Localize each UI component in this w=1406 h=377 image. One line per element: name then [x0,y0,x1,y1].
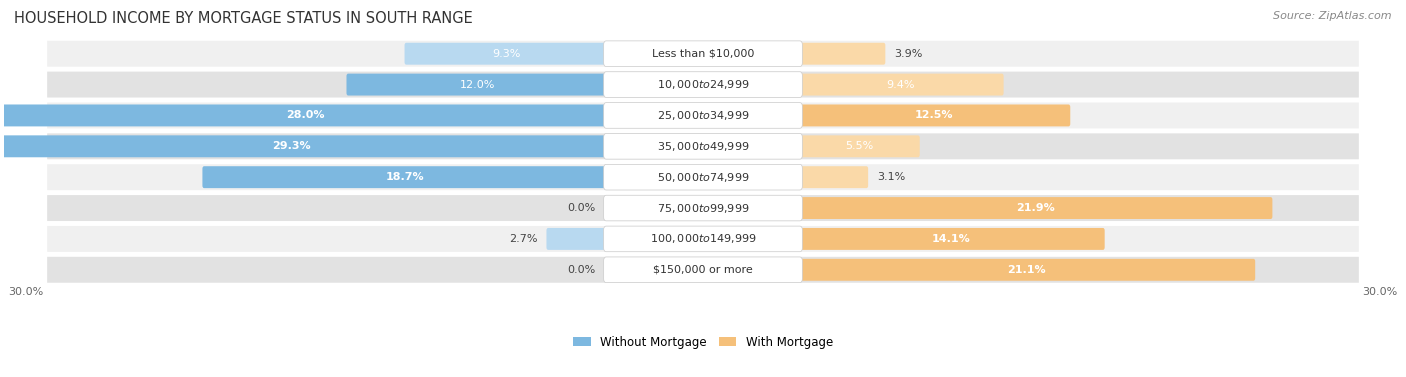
Text: 0.0%: 0.0% [567,203,596,213]
Text: 3.1%: 3.1% [877,172,905,182]
FancyBboxPatch shape [48,257,1358,283]
FancyBboxPatch shape [48,133,1358,159]
Text: $50,000 to $74,999: $50,000 to $74,999 [657,171,749,184]
Text: Source: ZipAtlas.com: Source: ZipAtlas.com [1274,11,1392,21]
Text: $10,000 to $24,999: $10,000 to $24,999 [657,78,749,91]
Text: $35,000 to $49,999: $35,000 to $49,999 [657,140,749,153]
FancyBboxPatch shape [799,104,1070,126]
FancyBboxPatch shape [0,135,607,157]
Text: 30.0%: 30.0% [1362,287,1398,297]
FancyBboxPatch shape [547,228,607,250]
Text: 28.0%: 28.0% [285,110,325,120]
FancyBboxPatch shape [799,228,1105,250]
FancyBboxPatch shape [605,259,607,281]
FancyBboxPatch shape [603,164,803,190]
FancyBboxPatch shape [603,72,803,97]
Text: $150,000 or more: $150,000 or more [654,265,752,275]
Text: 0.0%: 0.0% [567,265,596,275]
Text: 12.0%: 12.0% [460,80,495,90]
Text: 29.3%: 29.3% [271,141,311,151]
FancyBboxPatch shape [48,164,1358,190]
FancyBboxPatch shape [603,226,803,252]
Text: 21.1%: 21.1% [1007,265,1046,275]
FancyBboxPatch shape [346,74,607,95]
Text: 18.7%: 18.7% [385,172,425,182]
FancyBboxPatch shape [603,195,803,221]
FancyBboxPatch shape [48,226,1358,252]
FancyBboxPatch shape [603,257,803,283]
Text: 2.7%: 2.7% [509,234,537,244]
Text: 9.4%: 9.4% [887,80,915,90]
FancyBboxPatch shape [605,197,607,219]
Text: $25,000 to $34,999: $25,000 to $34,999 [657,109,749,122]
FancyBboxPatch shape [603,103,803,128]
Text: 3.9%: 3.9% [894,49,922,59]
Text: $100,000 to $149,999: $100,000 to $149,999 [650,232,756,245]
FancyBboxPatch shape [202,166,607,188]
Text: 30.0%: 30.0% [8,287,44,297]
FancyBboxPatch shape [3,104,607,126]
Text: 5.5%: 5.5% [845,141,873,151]
FancyBboxPatch shape [799,197,1272,219]
FancyBboxPatch shape [48,103,1358,129]
FancyBboxPatch shape [799,166,868,188]
Text: 14.1%: 14.1% [932,234,970,244]
Text: Less than $10,000: Less than $10,000 [652,49,754,59]
Text: 12.5%: 12.5% [915,110,953,120]
FancyBboxPatch shape [799,74,1004,95]
Text: HOUSEHOLD INCOME BY MORTGAGE STATUS IN SOUTH RANGE: HOUSEHOLD INCOME BY MORTGAGE STATUS IN S… [14,11,472,26]
Text: 21.9%: 21.9% [1017,203,1054,213]
FancyBboxPatch shape [799,259,1256,281]
FancyBboxPatch shape [48,72,1358,98]
FancyBboxPatch shape [48,41,1358,67]
FancyBboxPatch shape [603,41,803,66]
FancyBboxPatch shape [48,195,1358,221]
Text: 9.3%: 9.3% [492,49,520,59]
FancyBboxPatch shape [405,43,607,65]
FancyBboxPatch shape [799,135,920,157]
Text: $75,000 to $99,999: $75,000 to $99,999 [657,202,749,215]
Legend: Without Mortgage, With Mortgage: Without Mortgage, With Mortgage [574,336,832,348]
FancyBboxPatch shape [799,43,886,65]
FancyBboxPatch shape [603,133,803,159]
